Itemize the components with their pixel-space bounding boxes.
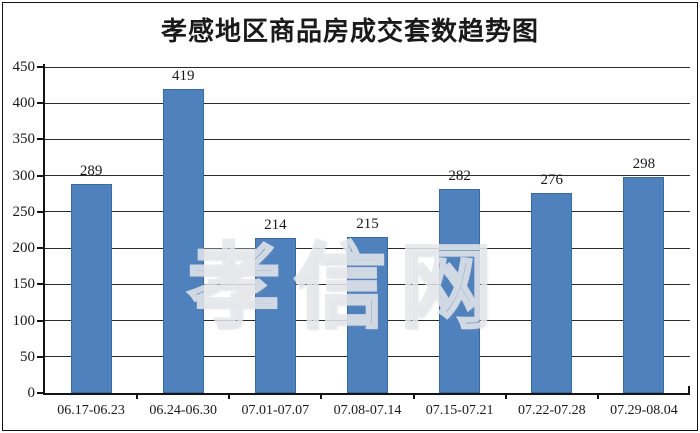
bar-value-label: 276 — [540, 172, 564, 189]
y-axis-tick — [37, 102, 43, 105]
x-axis-label: 06.17-06.23 — [57, 403, 125, 418]
plot-area: 0 50 100 150 200 250 300 350 400 450 289 06.17-06.2… — [13, 59, 690, 418]
bar-value-label: 419 — [171, 68, 195, 85]
x-axis-label: 07.08-07.14 — [333, 403, 402, 418]
y-axis-label: 450 — [12, 59, 36, 75]
x-axis-tick — [412, 393, 415, 399]
gridline — [45, 138, 690, 140]
y-axis-tick — [37, 210, 43, 213]
bar-value-label: 282 — [448, 167, 471, 184]
bar — [439, 188, 481, 393]
y-axis-label: 350 — [12, 131, 36, 148]
y-axis-line — [43, 64, 45, 395]
bar-value-label: 289 — [79, 162, 103, 179]
bar — [70, 183, 112, 393]
x-axis-label: 07.15-07.21 — [425, 403, 494, 418]
x-axis-tick — [504, 393, 507, 399]
bar — [623, 177, 665, 393]
x-axis-tick — [596, 393, 599, 399]
y-axis-label: 250 — [12, 203, 36, 220]
y-axis-label: 100 — [12, 312, 36, 329]
gridline — [45, 175, 690, 177]
x-axis-label: 07.29-08.04 — [610, 403, 678, 418]
y-axis-tick — [37, 283, 43, 286]
x-axis-line — [43, 393, 690, 395]
y-axis-label: 300 — [12, 167, 36, 184]
x-axis-tick — [136, 393, 139, 399]
x-axis-tick — [320, 393, 323, 399]
y-axis-tick — [37, 319, 43, 322]
gridline — [45, 211, 690, 213]
chart-title: 孝感地区商品房成交套数趋势图 — [160, 17, 539, 46]
bar — [162, 89, 204, 393]
y-axis-tick — [37, 138, 43, 141]
bar-value-label: 215 — [356, 216, 379, 233]
y-axis-label: 400 — [12, 95, 36, 112]
bar — [347, 237, 388, 393]
y-axis-tick — [37, 392, 43, 394]
x-axis-tick — [228, 393, 231, 399]
y-axis-label: 150 — [12, 276, 36, 293]
bar-value-label: 298 — [632, 156, 656, 173]
gridline — [45, 67, 690, 68]
y-axis-tick — [37, 66, 43, 68]
axis-end-tick — [688, 386, 690, 393]
y-axis-tick — [37, 174, 43, 177]
gridline — [45, 102, 690, 104]
y-axis-label: 0 — [27, 385, 36, 401]
x-axis-label: 07.01-07.07 — [241, 403, 310, 418]
bar-value-label: 214 — [264, 216, 287, 233]
y-axis-label: 50 — [20, 348, 35, 365]
bar — [531, 193, 573, 393]
x-axis-label: 06.24-06.30 — [149, 403, 218, 418]
x-axis-label: 07.22-07.28 — [517, 403, 586, 418]
bar — [254, 237, 296, 393]
y-axis-tick — [37, 355, 43, 358]
y-axis-tick — [37, 247, 43, 250]
y-axis-label: 200 — [12, 240, 36, 257]
